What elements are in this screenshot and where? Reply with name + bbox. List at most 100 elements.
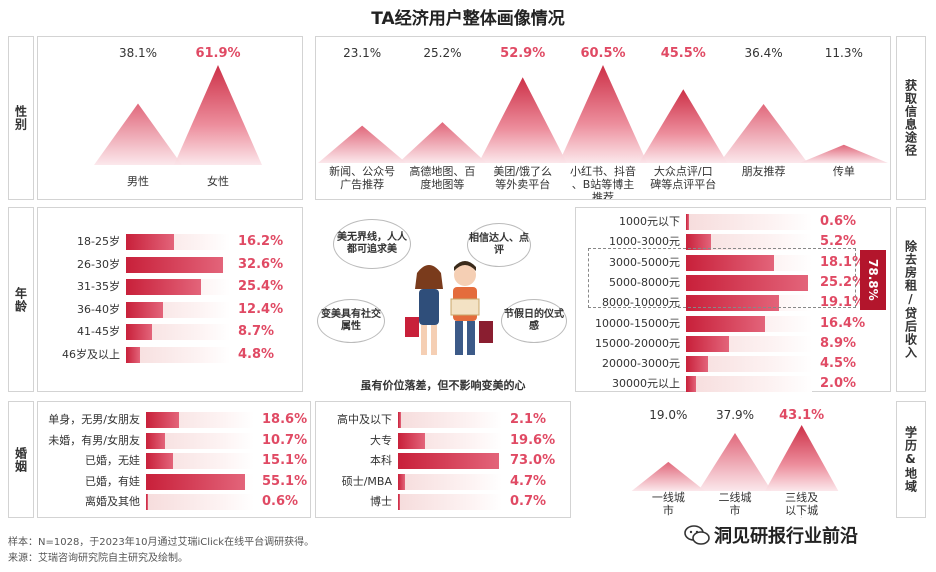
bar-row: 20000-3000元 4.5% [576,354,890,374]
bar-category-label: 46岁及以上 [62,347,120,361]
side-label-gender: 性别 [8,36,34,200]
category-label: 高德地图、百 [409,164,475,178]
bar-row: 1000-3000元 5.2% [576,232,890,252]
bar-track [126,234,230,250]
bar-row: 博士 0.7% [316,492,570,512]
bar-value-label: 18.6% [262,412,308,427]
bar-category-label: 未婚，有男/女朋友 [48,433,140,447]
illustration-caption: 虽有价位落差，但不影响变美的心 [360,379,526,392]
bar-track [398,432,502,449]
value-label: 36.4% [745,46,783,60]
category-label: 三线及 [785,490,818,504]
side-label-income: 除去房租/贷后收入 [896,207,926,392]
bar-category-label: 5000-8000元 [609,275,680,289]
value-label: 61.9% [195,46,240,61]
bar-value-label: 55.1% [262,473,308,489]
bar-track [146,412,254,428]
value-label: 23.1% [343,46,381,60]
bar-value-label: 18.1% [820,254,866,270]
bar-track [686,315,812,332]
bar-mark [146,473,246,490]
bar-mark [398,412,401,428]
bar-category-label: 大专 [370,433,392,447]
gender-panel: 38.1% 男性 61.9% 女性 [37,36,303,200]
bar-value-label: 32.6% [238,256,284,272]
bar-category-label: 已婚，有娃 [85,474,140,488]
bar-category-label: 1000元以下 [619,215,680,228]
bar-track [146,453,254,470]
bar-track [686,254,812,271]
bar-mark [126,256,223,273]
bar-mark [126,324,152,340]
gender-peak-chart: 38.1% 男性 61.9% 女性 [94,46,262,188]
bar-mark [398,473,405,490]
category-label: 以下城 [785,504,818,517]
bar-category-label: 8000-10000元 [602,296,680,310]
side-label-edu-region: 学历&地域 [896,401,926,518]
value-label: 19.0% [649,408,687,422]
bar-mark [126,346,141,363]
category-label: 二线城 [719,490,752,504]
bar-value-label: 4.7% [510,473,547,489]
bar-row: 41-45岁 8.7% [38,322,302,342]
bar-track [126,279,230,295]
bar-row: 30000元以上 2.0% [576,374,890,394]
bar-row: 15000-20000元 8.9% [576,334,890,354]
peak-mark [765,425,839,491]
bar-value-label: 0.7% [510,494,547,510]
peak-mark [719,104,808,163]
bar-mark [686,254,774,271]
bar-category-label: 18-25岁 [77,235,120,248]
bar-value-label: 19.1% [820,295,866,311]
bar-row: 大专 19.6% [316,431,570,451]
peak-mark [478,77,567,163]
bubble-holiday: 节假日的仪式感 [501,299,567,343]
bar-category-label: 10000-15000元 [595,316,680,330]
wechat-icon [684,525,710,545]
category-label: 市 [663,503,674,517]
bar-track [686,274,812,291]
bar-mark [398,453,500,470]
bubble-beauty: 美无界线，人人都可追求美 [333,219,411,269]
bar-value-label: 0.6% [820,214,857,229]
bar-mark [146,453,174,470]
bar-value-label: 5.2% [820,234,857,250]
bar-track [686,214,812,230]
category-label: 男性 [127,174,149,188]
category-label: 广告推荐 [340,177,384,191]
bar-value-label: 4.5% [820,356,857,372]
bar-row: 3000-5000元 18.1% [576,253,890,273]
bar-category-label: 单身，无男/女朋友 [48,413,140,426]
bar-value-label: 0.6% [262,494,299,510]
bar-category-label: 30000元以上 [612,377,680,391]
bar-track [686,234,812,251]
bar-value-label: 15.1% [262,453,308,469]
bar-track [686,356,812,373]
bar-track [126,256,230,273]
bar-mark [686,234,712,251]
peak-mark [317,125,407,163]
bar-track [146,494,254,511]
value-label: 37.9% [716,408,754,422]
bar-value-label: 73.0% [510,453,556,469]
bubble-social: 变美具有社交属性 [317,299,385,343]
bar-track [398,412,502,428]
peak-mark [698,432,772,491]
bar-mark [146,412,180,428]
category-label: 小红书、抖音 [570,164,636,178]
bar-mark [686,315,766,332]
bar-value-label: 19.6% [510,432,556,448]
bar-value-label: 8.7% [238,324,275,339]
bar-row: 31-35岁 25.4% [38,277,302,297]
peak-mark [799,144,889,163]
bar-value-label: 2.0% [820,376,857,392]
category-label: 市 [796,516,807,518]
bar-category-label: 硕士/MBA [341,474,392,488]
bar-track [126,301,230,318]
bar-category-label: 26-30岁 [77,257,120,271]
bar-row: 硕士/MBA 4.7% [316,472,570,492]
category-label: 大众点评/口 [654,164,713,178]
